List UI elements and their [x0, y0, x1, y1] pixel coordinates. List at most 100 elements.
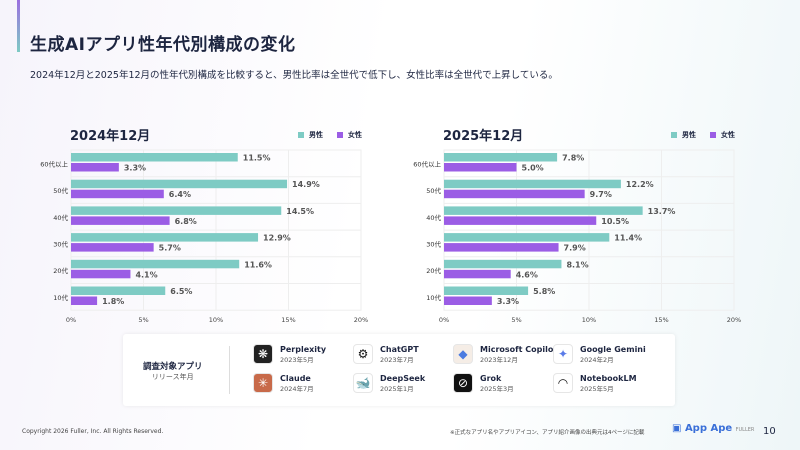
x-tick-label: 10% [209, 316, 223, 324]
bar-female [71, 189, 164, 199]
chart-plot: 0% 5% 10% 15% 20% 60代以上 7.8% 5.0% 50代 12.2% 9.7% 40… [413, 149, 741, 324]
app-item: ◆ Microsoft Copilot 2023年12月 [453, 344, 557, 364]
data-label: 3.3% [497, 297, 519, 306]
x-tick-label: 5% [138, 316, 148, 324]
app-item: ✦ Google Gemini 2024年2月 [553, 344, 646, 364]
chart-plot: 0% 5% 10% 15% 20% 60代以上 11.5% 3.3% 50代 14.9% 6.4% 4… [40, 149, 368, 324]
app-name: Grok [480, 373, 502, 383]
chart-title: 2025年12月 [443, 129, 524, 144]
category-label: 50代 [53, 186, 68, 195]
bar-female [71, 296, 98, 305]
divider [229, 346, 230, 394]
data-label: 8.1% [566, 260, 588, 269]
app-release-date: 2025年3月 [480, 384, 514, 393]
bar-male [71, 153, 238, 162]
perplexity-icon: ❋ [253, 344, 273, 364]
app-name: Microsoft Copilot [480, 344, 558, 354]
bar-female [71, 269, 131, 279]
page-number: 10 [763, 426, 776, 437]
data-label: 9.7% [590, 190, 612, 199]
chart-title: 2024年12月 [70, 129, 151, 144]
deepseek-icon: 🐋 [353, 373, 373, 393]
data-label: 5.7% [159, 244, 181, 253]
bar-male [71, 233, 259, 242]
app-name: NotebookLM [580, 373, 637, 383]
legend: 男性 女性 [671, 130, 735, 140]
app-item: ◠ NotebookLM 2025年5月 [553, 373, 637, 393]
x-tick-label: 10% [582, 316, 596, 324]
app-item: 🐋 DeepSeek 2025年1月 [353, 373, 425, 393]
app-name: ChatGPT [380, 344, 419, 354]
data-label: 6.8% [175, 217, 197, 226]
data-label: 11.5% [243, 154, 271, 163]
bar-male [71, 259, 240, 269]
bar-female [444, 243, 559, 252]
source-note: ※正式なアプリ名やアプリアイコン、アプリ紹介画像の出典元は4ページに記載 [450, 430, 645, 436]
category-label: 30代 [53, 239, 68, 248]
bar-male [444, 259, 562, 269]
chart-2025: 2025年12月 男性 女性 0% 5% 10% 15% 20% 60代以上 7.8% 5.0… [403, 120, 743, 330]
data-label: 11.6% [244, 260, 272, 269]
category-label: 20代 [426, 266, 441, 275]
app-name: DeepSeek [380, 373, 426, 383]
bar-male [71, 206, 282, 215]
x-tick-label: 15% [281, 316, 295, 324]
apps-panel: 調査対象アプリ リリース年月 ❋ Perplexity 2023年5月 ⚙ ChatGPT… [123, 334, 675, 406]
data-label: 5.8% [533, 287, 555, 296]
bar-male [71, 286, 166, 295]
data-label: 10.5% [601, 217, 629, 226]
data-label: 4.6% [516, 270, 538, 279]
legend: 男性 女性 [298, 130, 362, 140]
data-label: 7.8% [562, 154, 584, 163]
legend-male: 男性 [671, 130, 696, 140]
legend-male: 男性 [298, 130, 323, 140]
claude-icon: ✳ [253, 373, 273, 393]
bar-female [444, 269, 511, 279]
data-label: 11.4% [614, 234, 642, 243]
data-label: 12.9% [263, 234, 291, 243]
data-label: 14.9% [292, 180, 320, 189]
bar-male [444, 179, 621, 189]
category-label: 30代 [426, 239, 441, 248]
bar-female [71, 243, 154, 252]
category-label: 40代 [426, 213, 441, 222]
copyright: Copyright 2026 Fuller, Inc. All Rights R… [22, 428, 164, 435]
bar-male [444, 233, 610, 242]
app-release-date: 2023年5月 [280, 355, 314, 364]
data-label: 13.7% [648, 207, 676, 216]
data-label: 5.0% [522, 164, 544, 173]
category-label: 50代 [426, 186, 441, 195]
bar-female [444, 163, 517, 172]
notebooklm-icon: ◠ [553, 373, 573, 393]
category-label: 60代以上 [413, 159, 441, 168]
app-name: Google Gemini [580, 344, 646, 354]
data-label: 6.4% [169, 190, 191, 199]
data-label: 7.9% [564, 244, 586, 253]
app-release-date: 2023年12月 [480, 355, 518, 364]
app-name: Claude [280, 373, 311, 383]
data-label: 3.3% [124, 164, 146, 173]
copilot-icon: ◆ [453, 344, 473, 364]
app-release-date: 2023年7月 [380, 355, 414, 364]
bar-male [444, 206, 643, 215]
chatgpt-icon: ⚙ [353, 344, 373, 364]
data-label: 4.1% [135, 270, 157, 279]
data-label: 14.5% [286, 207, 314, 216]
data-label: 12.2% [626, 180, 654, 189]
app-item: ❋ Perplexity 2023年5月 [253, 344, 326, 364]
app-release-date: 2025年5月 [580, 384, 614, 393]
data-label: 6.5% [170, 287, 192, 296]
category-label: 40代 [53, 213, 68, 222]
data-label: 1.8% [102, 297, 124, 306]
x-tick-label: 5% [511, 316, 521, 324]
apps-panel-label: 調査対象アプリ リリース年月 [143, 362, 203, 381]
bar-male [444, 286, 529, 295]
chart-2024: 2024年12月 男性 女性 0% 5% 10% 15% 20% 60代以上 11.5% 3.… [30, 120, 370, 330]
legend-female: 女性 [337, 130, 362, 140]
app-release-date: 2024年2月 [580, 355, 614, 364]
category-label: 10代 [426, 293, 441, 302]
legend-female: 女性 [710, 130, 735, 140]
bar-male [444, 153, 558, 162]
category-label: 10代 [53, 293, 68, 302]
bar-female [444, 296, 492, 305]
